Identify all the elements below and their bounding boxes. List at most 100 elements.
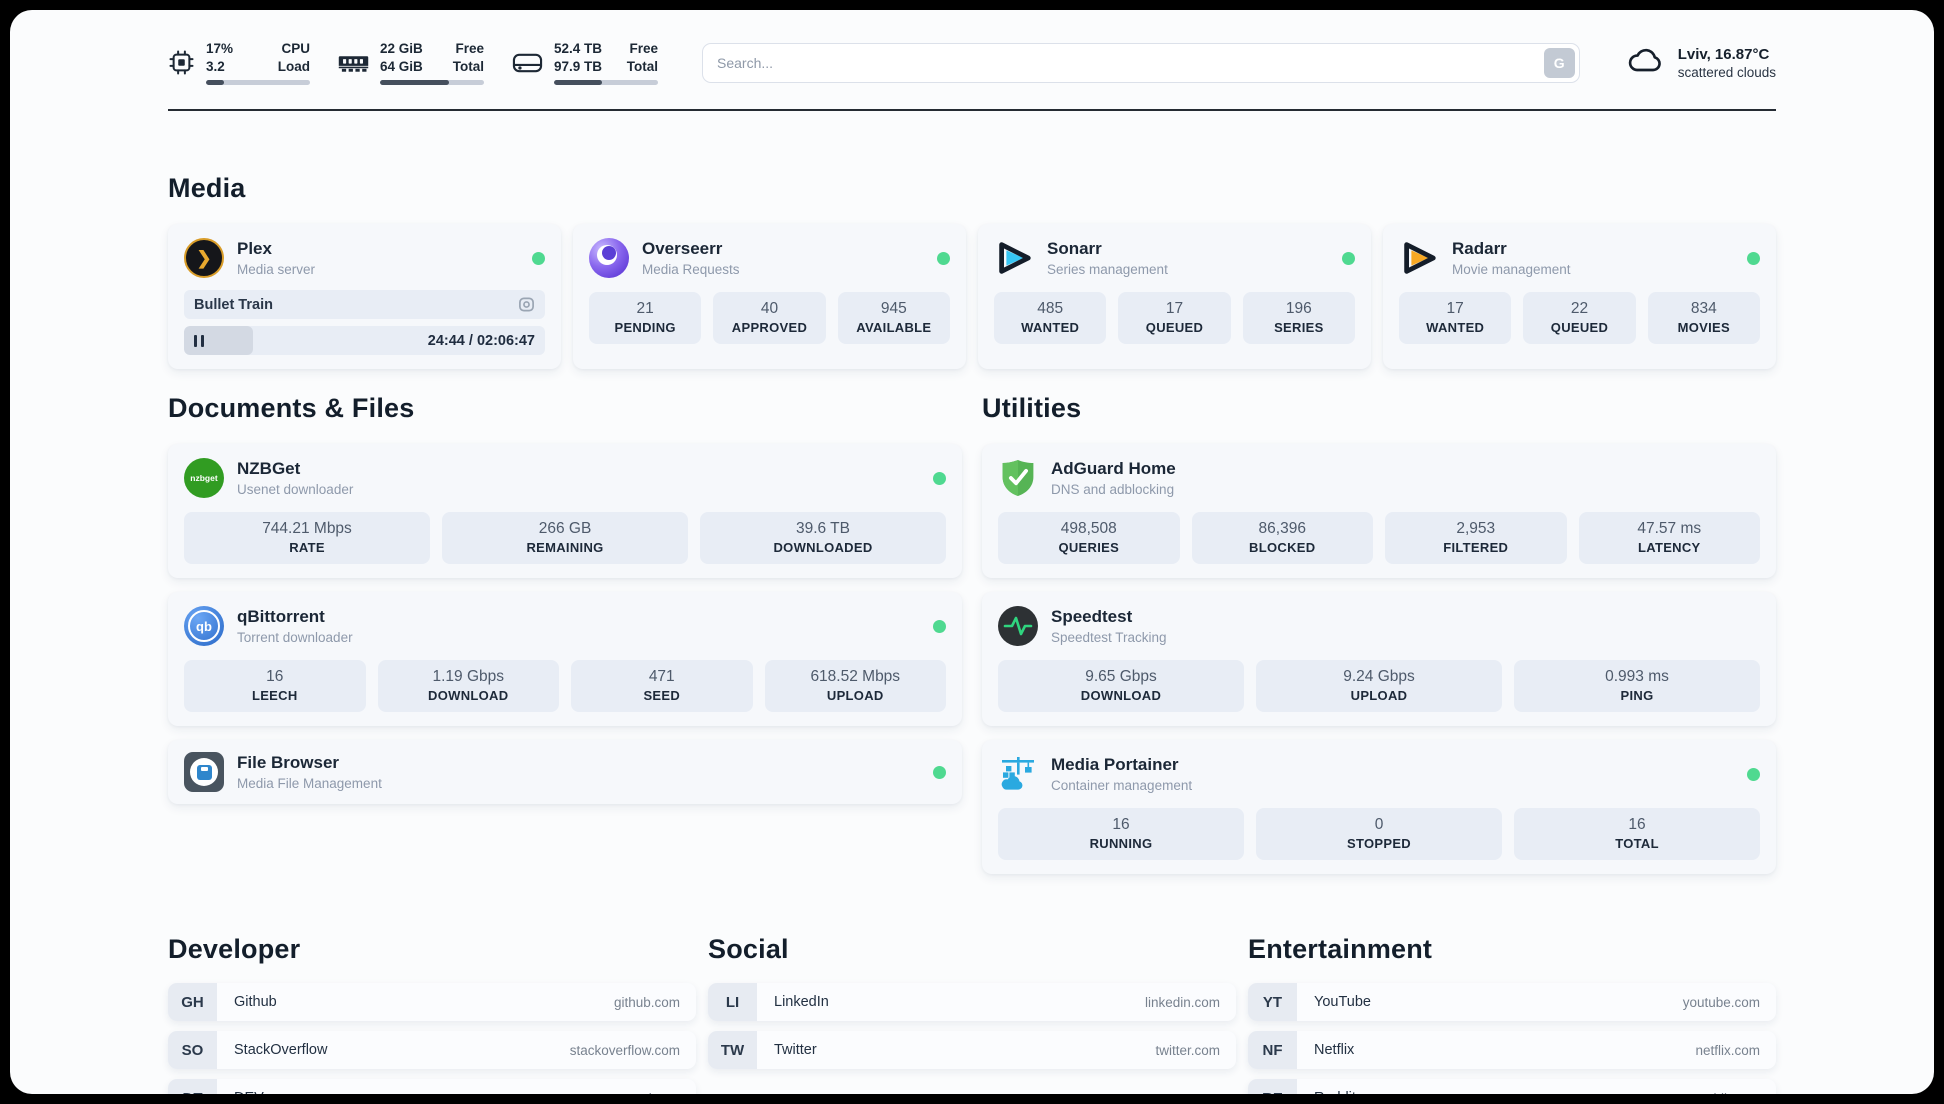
bookmark-initials: NF [1248,1031,1297,1070]
playback-progress-bar[interactable]: 24:44 / 02:06:47 [184,326,545,356]
stat-stopped: 0 STOPPED [1256,808,1502,861]
app-card-overseerr[interactable]: Overseerr Media Requests 21 PENDING 40 APP… [573,224,966,370]
cpu-progress-track [206,80,310,86]
bookmark-name: Netflix [1314,1042,1355,1059]
filebrowser-icon [184,752,224,793]
status-dot [933,619,946,633]
adguard-icon [998,458,1038,498]
stat-movies: 834 MOVIES [1647,292,1760,345]
app-card-adguard[interactable]: AdGuard Home DNS and adblocking 498,508 Q… [982,444,1776,579]
stat-available: 945 AVAILABLE [837,292,950,345]
bookmark-netflix[interactable]: NF Netflix netflix.com [1248,1031,1776,1070]
app-subtitle: Media File Management [237,775,382,791]
disk-icon [512,51,543,75]
stat-download: 9.65 Gbps DOWNLOAD [998,660,1244,713]
bookmark-initials: GH [168,983,217,1022]
app-card-sonarr[interactable]: Sonarr Series management 485 WANTED 17 QUE… [978,224,1371,370]
portainer-icon [998,754,1038,794]
disk-total-value: 97.9 TB [554,58,603,74]
header-divider [168,109,1776,112]
bookmark-domain: linkedin.com [1144,994,1220,1010]
app-name: File Browser [237,753,340,773]
bookmark-domain: twitter.com [1155,1042,1220,1058]
bookmark-linkedin[interactable]: LI LinkedIn linkedin.com [708,983,1236,1022]
plex-icon [184,238,224,279]
ram-metric: 22 GiB 64 GiB Free Total [338,40,484,86]
now-playing-title-row: Bullet Train [184,290,545,320]
section-title-utilities: Utilities [982,393,1082,424]
section-title-documents: Documents & Files [168,393,415,424]
status-dot [1747,251,1760,265]
status-dot [933,765,946,779]
bookmark-name: DEV [217,1079,264,1094]
ram-icon [338,52,369,74]
bookmark-github[interactable]: GH Github github.com [168,983,696,1022]
top-bar: 17% 3.2 CPU Load [168,40,1776,86]
app-name: Radarr [1452,239,1507,259]
system-metrics: 17% 3.2 CPU Load [168,40,658,86]
stat-rate: 744.21 Mbps RATE [184,512,430,565]
bookmark-name: LinkedIn [774,994,829,1011]
app-card-filebrowser[interactable]: File Browser Media File Management [168,740,962,805]
app-name: NZBGet [237,459,301,479]
bookmark-reddit[interactable]: RE Reddit reddit.com [1248,1079,1776,1094]
app-name: qBittorrent [237,607,325,627]
app-card-nzbget[interactable]: nzbget NZBGet Usenet downloader 744.21 M… [168,444,962,579]
bookmark-twitter[interactable]: TW Twitter twitter.com [708,1031,1236,1070]
bookmark-dev[interactable]: DT DEV dev.to [168,1079,696,1094]
search-input[interactable] [702,42,1580,83]
ram-progress-fill [380,80,449,86]
stat-upload: 618.52 Mbps UPLOAD [764,660,946,713]
overseerr-icon [589,238,629,279]
app-name: Speedtest [1051,607,1133,627]
search-engine-button[interactable]: G [1543,47,1575,78]
disk-total-label: Total [626,58,658,74]
stat-latency: 47.57 ms LATENCY [1578,512,1760,565]
app-card-qbittorrent[interactable]: qb qBittorrent Torrent downloader 16 LEEC… [168,592,962,727]
stat-blocked: 86,396 BLOCKED [1191,512,1373,565]
ram-total-label: Total [452,58,484,74]
disk-metric: 52.4 TB 97.9 TB Free Total [512,40,658,86]
nzbget-icon: nzbget [184,458,224,499]
bookmark-domain: github.com [613,994,680,1010]
bookmark-stackoverflow[interactable]: SO StackOverflow stackoverflow.com [168,1031,696,1070]
cpu-icon [168,49,195,76]
app-subtitle: DNS and adblocking [1051,481,1175,497]
stat-download: 1.19 Gbps DOWNLOAD [377,660,559,713]
app-card-portainer[interactable]: Media Portainer Container management 16 R… [982,740,1776,875]
stat-total: 16 TOTAL [1514,808,1760,861]
section-title-media: Media [168,173,246,204]
stat-pending: 21 PENDING [589,292,702,345]
app-subtitle: Torrent downloader [237,629,353,645]
cpu-load-value: 3.2 [206,58,225,74]
app-card-radarr[interactable]: Radarr Movie management 17 WANTED 22 QUEUE… [1383,224,1776,370]
stat-seed: 471 SEED [571,660,753,713]
section-title-social: Social [708,934,789,965]
app-subtitle: Container management [1051,777,1193,793]
app-card-speedtest[interactable]: Speedtest Speedtest Tracking 9.65 Gbps DO… [982,592,1776,727]
app-subtitle: Usenet downloader [237,481,354,497]
dashboard-page: 17% 3.2 CPU Load [10,10,1934,1094]
media-card-grid: Plex Media server Bullet Train 24:44 / 0… [168,224,1776,370]
bookmark-domain: youtube.com [1682,994,1760,1010]
app-card-plex[interactable]: Plex Media server Bullet Train 24:44 / 0… [168,224,561,370]
status-dot [532,251,545,265]
bookmark-name: StackOverflow [234,1042,328,1059]
app-subtitle: Movie management [1452,261,1571,277]
section-utilities: Utilities AdGuard Home DNS and adblockin… [982,393,1776,875]
status-dot [937,251,950,265]
pause-icon [194,334,204,347]
app-subtitle: Series management [1047,261,1168,277]
display-icon [518,296,535,313]
sonarr-icon [994,238,1034,278]
bookmark-youtube[interactable]: YT YouTube youtube.com [1248,983,1776,1022]
plex-now-playing: Bullet Train 24:44 / 02:06:47 [184,290,545,356]
qbittorrent-icon: qb [184,606,224,647]
search-bar: G [702,42,1580,83]
radarr-icon [1399,238,1439,278]
bookmark-domain: stackoverflow.com [569,1042,680,1058]
bookmark-name: Twitter [774,1042,817,1059]
bookmark-name: YouTube [1314,994,1371,1011]
bookmark-domain: reddit.com [1697,1079,1776,1094]
app-name: Media Portainer [1051,755,1179,775]
